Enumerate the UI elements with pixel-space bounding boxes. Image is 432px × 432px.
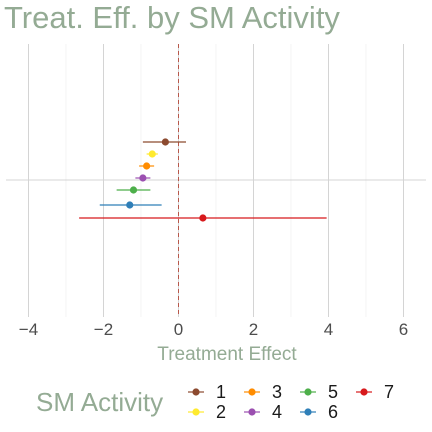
chart-title: Treat. Eff. by SM Activity: [4, 0, 340, 35]
estimate-point-7: [199, 214, 207, 222]
legend-label-5: 5: [328, 382, 338, 402]
legend-key-point-4: [248, 408, 256, 416]
legend-key-point-3: [248, 388, 256, 396]
legend-label-7: 7: [384, 382, 394, 402]
x-axis-title: Treatment Effect: [157, 344, 297, 365]
estimate-marks: [79, 138, 327, 222]
legend-label-1: 1: [216, 382, 226, 402]
estimate-point-6: [126, 201, 134, 209]
estimate-point-4: [139, 174, 147, 182]
x-tick-label-2: 2: [249, 320, 258, 339]
legend-item-5: 5: [300, 382, 338, 402]
legend-label-4: 4: [272, 402, 282, 422]
legend-item-4: 4: [244, 402, 282, 422]
legend-key-point-1: [192, 388, 200, 396]
legend-key-point-2: [192, 408, 200, 416]
estimate-point-5: [129, 186, 138, 194]
x-tick-labels: −4 −2 0 2 4 6: [19, 320, 408, 339]
legend-item-3: 3: [244, 382, 282, 402]
legend-item-6: 6: [300, 402, 338, 422]
x-tick-label-4: 4: [324, 320, 333, 339]
x-tick-label-6: 6: [399, 320, 408, 339]
legend-item-7: 7: [356, 382, 394, 402]
legend-label-6: 6: [328, 402, 338, 422]
estimate-point-2: [148, 150, 156, 158]
legend-title: SM Activity: [36, 387, 163, 417]
estimate-point-3: [143, 162, 151, 170]
legend-label-2: 2: [216, 402, 226, 422]
estimate-point-1: [161, 138, 169, 146]
legend-item-1: 1: [188, 382, 226, 402]
legend-key-point-7: [360, 388, 368, 396]
legend-item-2: 2: [188, 402, 226, 422]
legend: 12 34 56 7: [188, 382, 394, 422]
x-tick-label--2: −2: [94, 320, 113, 339]
legend-key-point-6: [304, 408, 312, 416]
x-tick-label--4: −4: [19, 320, 38, 339]
legend-key-point-5: [304, 388, 312, 396]
legend-label-3: 3: [272, 382, 282, 402]
x-tick-label-0: 0: [174, 320, 183, 339]
